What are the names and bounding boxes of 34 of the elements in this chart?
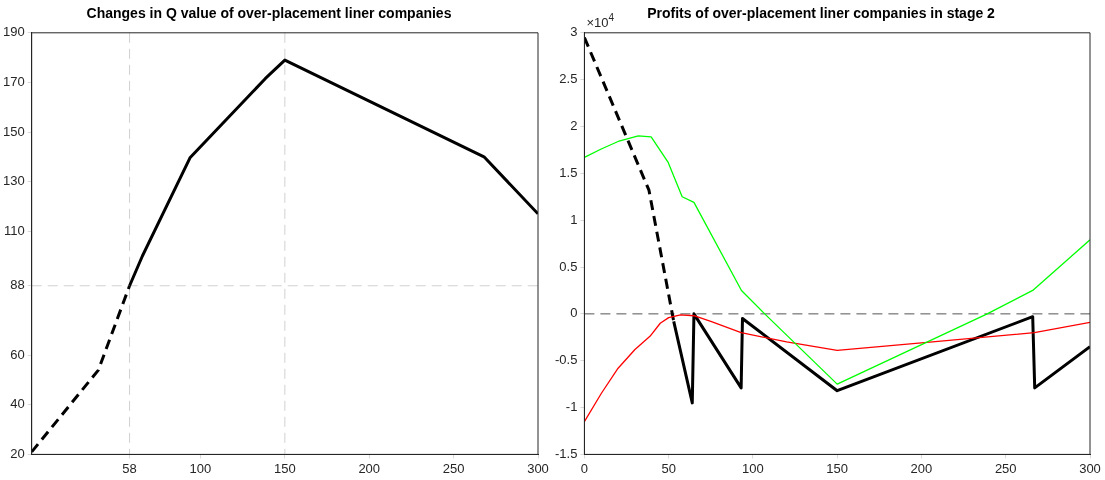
x-tick-label: 58 [122,460,137,476]
x-tick-label: 250 [994,460,1017,476]
y-tick-label: 0 [570,305,578,321]
y-tick-label: 2 [570,118,578,134]
x-tick-label: 200 [358,460,381,476]
y-tick-label: 40 [10,396,25,412]
x-tick-label: 150 [826,460,849,476]
y-tick-label: 2.5 [559,71,578,87]
x-tick-label: 0 [580,460,589,476]
y-tick-label: 3 [570,24,578,40]
y-tick-label: 0.5 [559,258,578,274]
chart-title: Profits of over-placement liner companies in stage 2 [647,5,996,22]
y-tick-label: 88 [10,277,25,293]
y-tick-label: -1 [565,399,578,415]
x-tick-label: 150 [273,460,296,476]
y-tick-label: -0.5 [554,352,578,368]
x-tick-label: 300 [1079,460,1101,476]
y-tick-label: 150 [2,123,25,139]
x-tick-label: 100 [742,460,764,476]
chart-title: Changes in Q value of over-placement liner companies [86,5,452,22]
y-tick-label: 110 [3,222,25,238]
y-tick-label: 1 [570,211,578,227]
x-tick-label: 300 [527,460,549,476]
y-tick-label: 130 [2,173,25,189]
y-tick-label: 170 [2,73,25,89]
x-tick-label: 200 [910,460,933,476]
y-tick-label: 1.5 [559,164,578,180]
x-tick-label: 100 [189,460,212,476]
y-tick-label: 190 [2,24,25,40]
y-tick-label: 20 [10,445,25,461]
x-tick-label: 250 [442,460,465,476]
y-tick-label: -1.5 [554,445,578,461]
y-tick-label: 60 [10,346,25,362]
x-tick-label: 50 [661,460,676,476]
